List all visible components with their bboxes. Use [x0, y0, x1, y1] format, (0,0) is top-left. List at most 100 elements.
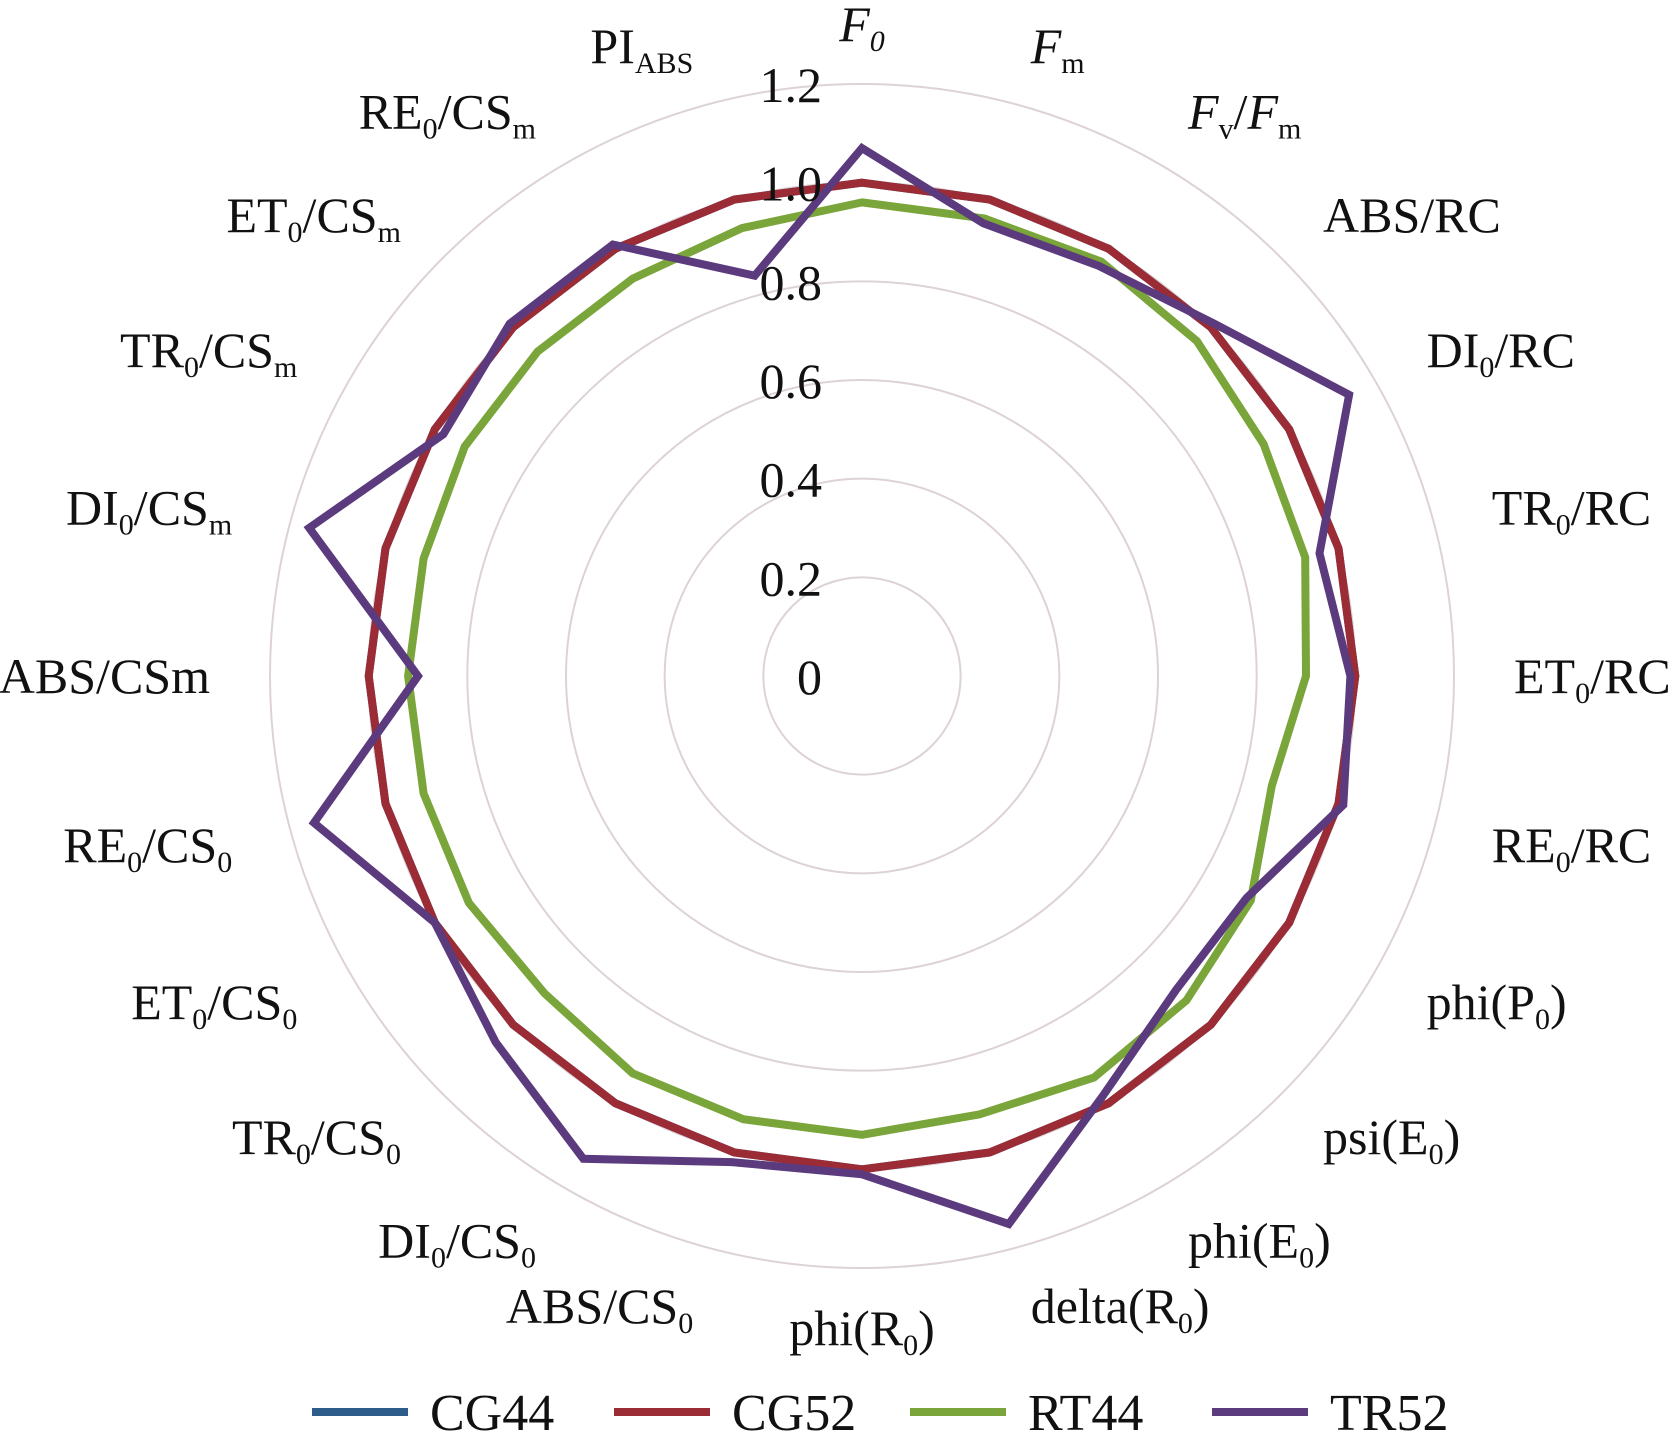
- series-tr52-point: [442, 433, 444, 435]
- category-label-part: /CS: [142, 817, 217, 873]
- series-tr52-point: [1175, 989, 1177, 991]
- series-rt44-point: [861, 201, 863, 203]
- category-label-part: m: [209, 508, 232, 541]
- series-rt44-point: [741, 227, 743, 229]
- series-rt44-point: [1093, 1077, 1095, 1079]
- series-cg52-point: [989, 1152, 991, 1153]
- category-label-part: 0: [127, 846, 142, 879]
- legend-label: RT44: [1028, 1385, 1143, 1442]
- series-tr52-point: [1098, 265, 1100, 267]
- category-label: delta(R0): [1031, 1278, 1210, 1340]
- series-cg52-point: [1210, 326, 1212, 328]
- category-label: Fm: [1030, 18, 1085, 80]
- category-label-part: phi(P: [1427, 974, 1535, 1030]
- category-label-part: ET: [226, 187, 287, 243]
- series-rt44-point: [1263, 443, 1265, 445]
- series-tr52-point: [1319, 552, 1320, 554]
- legend-label: CG44: [430, 1385, 554, 1442]
- category-label-part: ): [1314, 1213, 1331, 1269]
- series-tr52-point: [1348, 394, 1350, 396]
- series-cg52-point: [512, 326, 514, 328]
- legend: CG44 CG52 RT44 TR52: [312, 1385, 1448, 1442]
- series-rt44-point: [1250, 900, 1252, 901]
- category-label: ET0/CS0: [131, 974, 297, 1036]
- series-tr52-point: [434, 922, 436, 924]
- series-tr52-point: [1213, 323, 1215, 325]
- series-tr52-point: [1342, 804, 1344, 806]
- category-label-part: phi(E: [1188, 1213, 1299, 1269]
- series-tr52-point: [1103, 1094, 1105, 1096]
- category-label-part: /RC: [1571, 479, 1652, 535]
- tick-label: 1.2: [760, 57, 823, 113]
- tick-label: 0: [797, 649, 822, 705]
- category-label-part: /CS: [199, 322, 274, 378]
- series-rt44-point: [423, 558, 425, 559]
- series-cg52-point: [1354, 675, 1356, 677]
- series-rt44-point: [861, 1134, 863, 1136]
- category-label-part: /RC: [1571, 817, 1652, 873]
- series-cg52-point: [1288, 922, 1290, 924]
- series-rt44-point: [1304, 556, 1306, 558]
- series-rt44-point: [1305, 675, 1307, 677]
- category-label-part: 0: [288, 216, 303, 249]
- category-label-part: v: [1219, 112, 1234, 145]
- category-label-part: TR: [1492, 479, 1557, 535]
- category-label-part: ET: [1514, 648, 1575, 704]
- series-tr52-point: [754, 275, 756, 277]
- category-label: PIABS: [590, 18, 693, 80]
- category-label-part: F: [838, 0, 870, 52]
- category-label-part: 0: [870, 25, 885, 58]
- series-tr52-point: [982, 222, 984, 224]
- category-label-part: m: [513, 112, 536, 145]
- category-label: phi(R0): [789, 1300, 935, 1362]
- category-label-part: /CS: [446, 1213, 521, 1269]
- series-cg52-point: [989, 199, 991, 200]
- category-label: ABS/RC: [1323, 187, 1501, 243]
- category-label-part: RE: [1492, 817, 1556, 873]
- category-label: ET0/RC: [1514, 648, 1671, 710]
- category-label-part: psi(E: [1323, 1109, 1429, 1165]
- category-label: DI0/CS0: [378, 1213, 536, 1275]
- category-label-part: ): [1444, 1109, 1461, 1165]
- series-cg52-point: [434, 428, 436, 430]
- series-cg52-point: [1288, 428, 1290, 430]
- series-tr52-point: [495, 1041, 497, 1043]
- series-cg52-point: [861, 182, 863, 184]
- category-label-part: 0: [119, 508, 134, 541]
- category-label-part: RE: [359, 83, 423, 139]
- tick-label: 0.2: [760, 550, 823, 606]
- series-rt44-point: [1185, 999, 1187, 1001]
- series-cg52-point: [614, 1102, 616, 1104]
- series-rt44-point: [468, 902, 470, 904]
- category-label: TR0/RC: [1492, 479, 1652, 541]
- category-label: RE0/CS0: [63, 817, 232, 879]
- radar-grid: [269, 83, 1455, 1269]
- series-tr52-point: [417, 675, 419, 677]
- category-label-part: ABS/CS: [506, 1278, 678, 1334]
- series-tr52-point: [1008, 1223, 1010, 1225]
- series-cg44-line: [364, 178, 1360, 1174]
- series-cg52-point: [1108, 1102, 1110, 1104]
- series-tr52-point: [731, 1161, 733, 1163]
- tick-label: 1.0: [760, 156, 823, 212]
- series-rt44-point: [537, 351, 539, 353]
- grid-ring: [565, 379, 1159, 973]
- category-label-part: 0: [217, 846, 232, 879]
- radial-tick-labels: 0 0.2 0.4 0.6 0.8 1.0 1.2: [760, 57, 823, 705]
- category-label-part: DI: [1427, 322, 1480, 378]
- category-label-part: 0: [192, 1003, 207, 1036]
- category-label-part: /CS: [207, 974, 282, 1030]
- category-label-part: DI: [66, 479, 119, 535]
- series-tr52-point: [861, 1173, 863, 1175]
- category-label: RE0/RC: [1492, 817, 1652, 879]
- series-rt44-point: [984, 218, 986, 219]
- category-label-part: 0: [296, 1138, 311, 1171]
- category-label-part: /RC: [1494, 322, 1575, 378]
- category-label: Fv/Fm: [1187, 83, 1301, 145]
- category-label-part: ): [1193, 1278, 1210, 1334]
- category-label-part: ET: [131, 974, 192, 1030]
- category-label-part: /RC: [1590, 648, 1671, 704]
- tick-label: 0.4: [760, 452, 823, 508]
- category-label-part: 0: [1556, 508, 1571, 541]
